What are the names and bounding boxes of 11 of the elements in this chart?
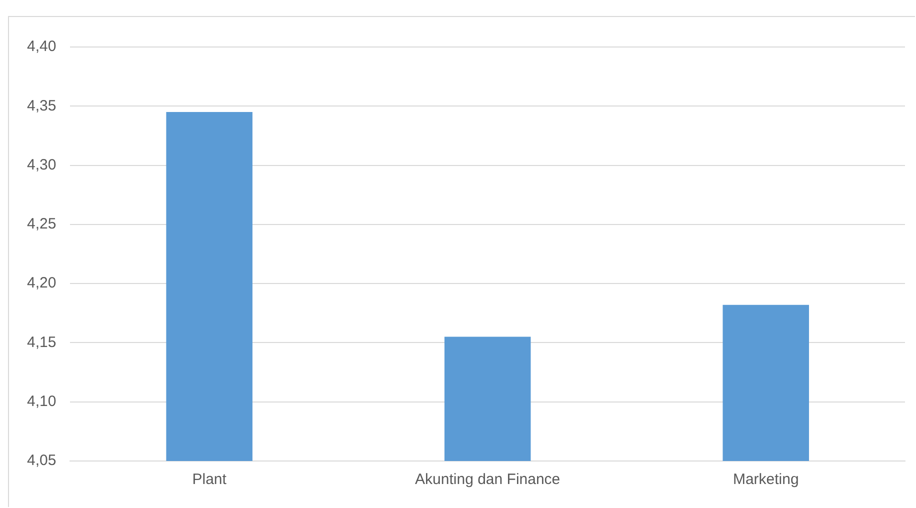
- y-tick-label: 4,15: [26, 334, 56, 351]
- y-tick-label: 4,40: [26, 38, 56, 56]
- x-tick-label: Marketing: [732, 471, 799, 488]
- y-tick-label: 4,25: [26, 216, 56, 233]
- y-tick-label: 4,10: [26, 393, 56, 410]
- y-tick-label: 4,20: [26, 274, 56, 292]
- y-tick-label: 4,35: [26, 97, 56, 114]
- x-tick-label: Plant: [192, 471, 228, 488]
- y-tick-label: 4,05: [26, 452, 56, 470]
- x-tick-label: Akunting dan Finance: [415, 471, 560, 488]
- y-tick-label: 4,30: [26, 156, 56, 174]
